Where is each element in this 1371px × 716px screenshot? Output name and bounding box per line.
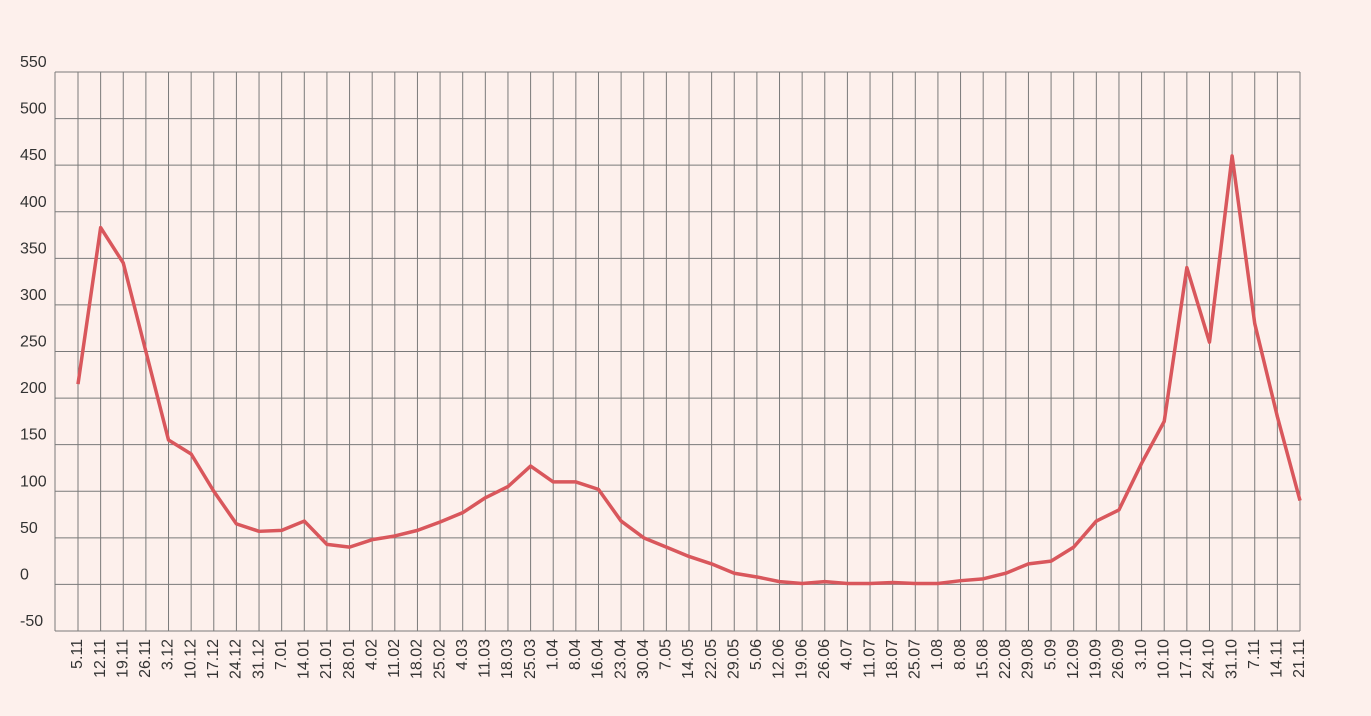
x-tick-label: 26.11 xyxy=(137,639,154,678)
x-tick-label: 18.07 xyxy=(884,639,901,679)
y-tick-label: 450 xyxy=(20,147,47,164)
x-tick-label: 19.06 xyxy=(793,639,810,679)
y-tick-label: -50 xyxy=(20,613,43,630)
x-tick-label: 4.03 xyxy=(454,639,471,670)
x-tick-label: 16.04 xyxy=(590,639,607,679)
x-tick-label: 31.10 xyxy=(1223,639,1240,679)
x-tick-label: 21.11 xyxy=(1291,639,1308,678)
x-tick-label: 22.05 xyxy=(703,639,720,679)
y-tick-label: 0 xyxy=(20,566,29,583)
x-tick-label: 10.10 xyxy=(1155,639,1172,679)
x-tick-label: 24.10 xyxy=(1201,639,1218,679)
x-tick-label: 8.04 xyxy=(567,639,584,670)
x-tick-label: 12.11 xyxy=(92,639,109,678)
x-tick-label: 28.01 xyxy=(341,639,358,679)
x-tick-label: 4.02 xyxy=(363,639,380,670)
data-line xyxy=(76,154,1302,586)
x-tick-label: 19.11 xyxy=(114,639,131,678)
y-tick-label: 350 xyxy=(20,240,47,257)
x-tick-label: 12.09 xyxy=(1065,639,1082,679)
x-tick-label: 14.11 xyxy=(1269,639,1286,678)
y-tick-label: 500 xyxy=(20,101,47,118)
y-tick-label: 150 xyxy=(20,427,47,444)
x-tick-label: 21.01 xyxy=(318,639,335,679)
x-tick-label: 11.02 xyxy=(386,639,403,678)
x-tick-label: 1.08 xyxy=(929,639,946,670)
x-tick-label: 15.08 xyxy=(974,639,991,679)
x-tick-label: 17.10 xyxy=(1178,639,1195,679)
x-tick-label: 19.09 xyxy=(1088,639,1105,679)
x-tick-label: 7.11 xyxy=(1246,639,1263,669)
x-tick-label: 25.02 xyxy=(431,639,448,679)
x-tick-label: 12.06 xyxy=(771,639,788,679)
x-tick-label: 4.07 xyxy=(839,639,856,670)
y-tick-label: 550 xyxy=(20,54,47,71)
y-tick-label: 200 xyxy=(20,380,47,397)
x-tick-label: 25.07 xyxy=(907,639,924,679)
x-tick-label: 7.05 xyxy=(658,639,675,670)
x-tick-label: 26.09 xyxy=(1110,639,1127,679)
x-tick-label: 5.11 xyxy=(69,639,86,669)
x-tick-label: 22.08 xyxy=(997,639,1014,679)
x-tick-label: 17.12 xyxy=(205,639,222,679)
x-tick-label: 8.08 xyxy=(952,639,969,670)
y-tick-label: 50 xyxy=(20,520,38,537)
x-tick-label: 3.12 xyxy=(160,639,177,670)
x-tick-label: 14.05 xyxy=(680,639,697,679)
x-tick-label: 7.01 xyxy=(273,639,290,670)
y-tick-label: 250 xyxy=(20,334,47,351)
x-tick-label: 29.08 xyxy=(1020,639,1037,679)
x-tick-label: 30.04 xyxy=(635,639,652,679)
x-tick-label: 31.12 xyxy=(250,639,267,679)
x-tick-label: 18.02 xyxy=(409,639,426,679)
x-tick-label: 29.05 xyxy=(725,639,742,679)
y-tick-label: 300 xyxy=(20,287,47,304)
x-tick-label: 5.06 xyxy=(748,639,765,670)
x-tick-label: 14.01 xyxy=(296,639,313,679)
x-tick-label: 11.03 xyxy=(477,639,494,678)
x-tick-label: 26.06 xyxy=(816,639,833,679)
y-tick-label: 400 xyxy=(20,194,47,211)
x-tick-label: 10.12 xyxy=(182,639,199,679)
x-tick-label: 1.04 xyxy=(544,639,561,670)
x-tick-label: 3.10 xyxy=(1133,639,1150,670)
x-tick-label: 5.09 xyxy=(1042,639,1059,670)
x-tick-label: 24.12 xyxy=(228,639,245,679)
x-tick-label: 11.07 xyxy=(861,639,878,678)
x-tick-label: 23.04 xyxy=(612,639,629,679)
x-tick-label: 18.03 xyxy=(499,639,516,679)
x-tick-label: 25.03 xyxy=(522,639,539,679)
y-tick-label: 100 xyxy=(20,473,47,490)
